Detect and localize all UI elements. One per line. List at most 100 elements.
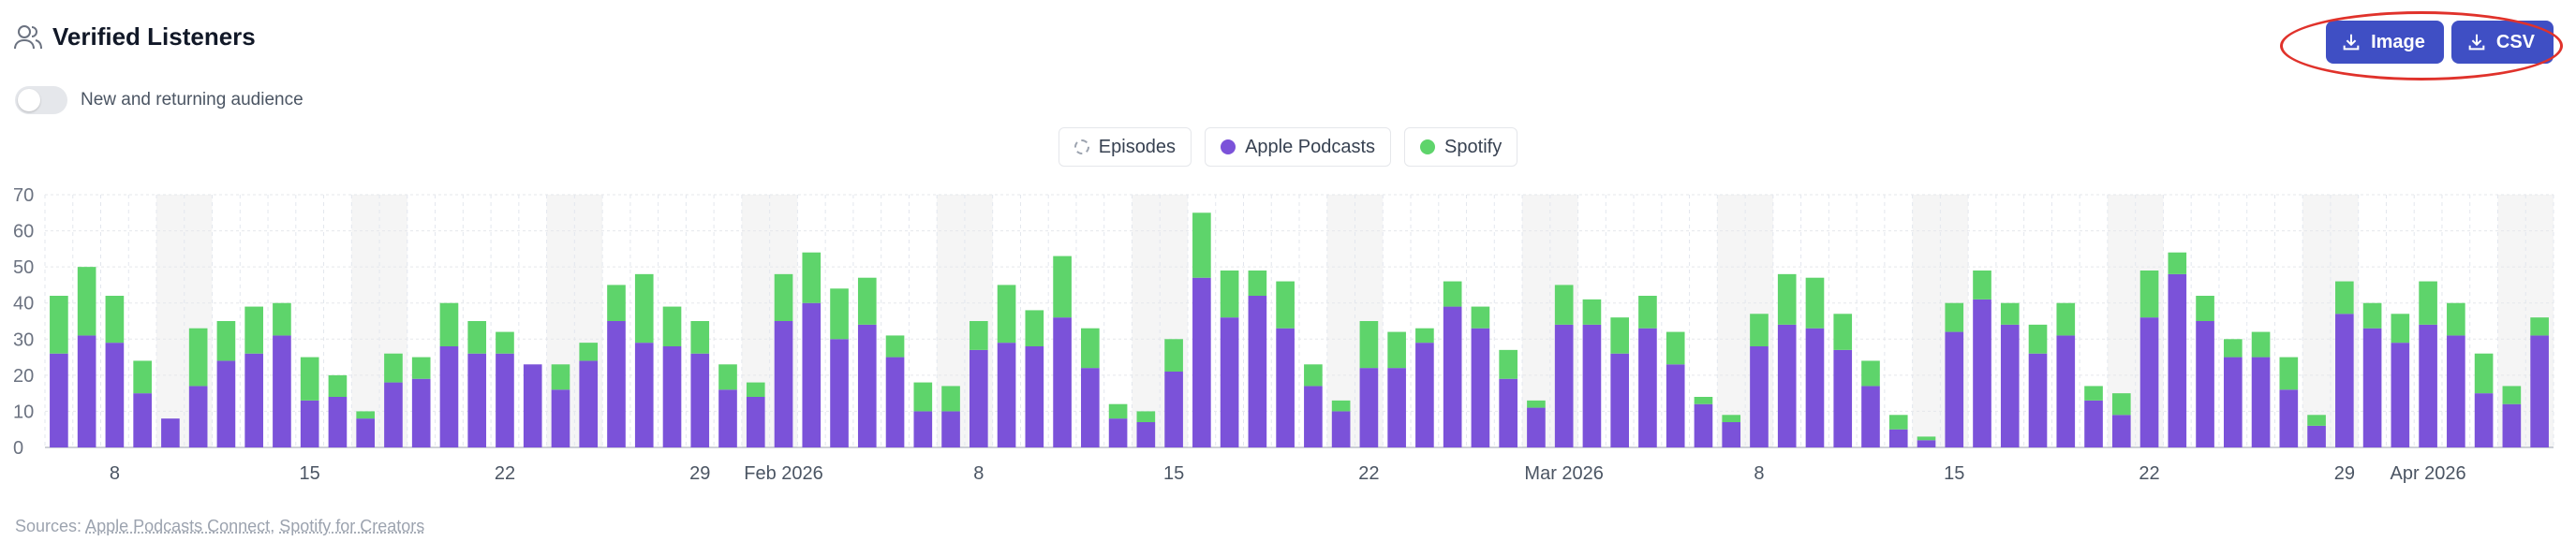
bar-apple-podcasts[interactable] — [607, 321, 626, 447]
bar-spotify[interactable] — [997, 285, 1016, 344]
source-link-apple-podcasts-connect[interactable]: Apple Podcasts Connect — [85, 517, 271, 535]
bar-spotify[interactable] — [273, 302, 291, 336]
bar-apple-podcasts[interactable] — [2168, 273, 2187, 447]
bar-spotify[interactable] — [1694, 397, 1713, 404]
bar-spotify[interactable] — [77, 267, 96, 336]
bar-apple-podcasts[interactable] — [244, 353, 263, 447]
bar-spotify[interactable] — [718, 364, 737, 390]
bar-apple-podcasts[interactable] — [1917, 440, 1936, 447]
bar-apple-podcasts[interactable] — [1276, 328, 1295, 447]
bar-spotify[interactable] — [1833, 314, 1853, 350]
bar-apple-podcasts[interactable] — [1638, 328, 1657, 447]
legend-item-apple-podcasts[interactable]: Apple Podcasts — [1205, 127, 1392, 167]
bar-apple-podcasts[interactable] — [1443, 306, 1462, 447]
bar-spotify[interactable] — [2000, 302, 2020, 325]
bar-apple-podcasts[interactable] — [273, 335, 291, 447]
bar-spotify[interactable] — [2251, 331, 2271, 358]
bar-spotify[interactable] — [1861, 360, 1880, 387]
bar-spotify[interactable] — [2530, 317, 2549, 336]
bar-apple-podcasts[interactable] — [1025, 346, 1044, 447]
bar-apple-podcasts[interactable] — [2279, 389, 2299, 447]
bar-spotify[interactable] — [1025, 310, 1044, 346]
bar-apple-podcasts[interactable] — [1471, 328, 1490, 447]
bar-apple-podcasts[interactable] — [1053, 317, 1072, 447]
bar-apple-podcasts[interactable] — [1164, 372, 1183, 447]
bar-spotify[interactable] — [1387, 331, 1406, 369]
bar-spotify[interactable] — [1554, 285, 1574, 325]
source-link-spotify-for-creators[interactable]: Spotify for Creators — [279, 517, 425, 535]
bar-apple-podcasts[interactable] — [1777, 324, 1797, 447]
bar-spotify[interactable] — [2084, 386, 2103, 401]
bar-apple-podcasts[interactable] — [2391, 343, 2410, 447]
bar-spotify[interactable] — [1443, 281, 1462, 307]
bar-spotify[interactable] — [1527, 400, 1546, 408]
bar-apple-podcasts[interactable] — [467, 353, 487, 447]
bar-apple-podcasts[interactable] — [941, 411, 960, 447]
bar-spotify[interactable] — [356, 411, 376, 419]
bar-spotify[interactable] — [1220, 271, 1239, 318]
bar-apple-podcasts[interactable] — [1973, 299, 1991, 447]
bar-spotify[interactable] — [1415, 328, 1434, 344]
bar-spotify[interactable] — [1499, 349, 1517, 379]
bar-spotify[interactable] — [2474, 353, 2494, 394]
bar-apple-podcasts[interactable] — [300, 400, 319, 447]
bar-spotify[interactable] — [2279, 357, 2299, 390]
bar-spotify[interactable] — [885, 335, 905, 358]
bar-spotify[interactable] — [244, 306, 263, 354]
bar-apple-podcasts[interactable] — [2362, 328, 2382, 447]
bar-spotify[interactable] — [2168, 252, 2187, 274]
download-image-button[interactable]: Image — [2326, 21, 2444, 64]
bar-spotify[interactable] — [1777, 273, 1797, 325]
bar-spotify[interactable] — [328, 374, 348, 397]
bar-apple-podcasts[interactable] — [579, 360, 599, 447]
bar-apple-podcasts[interactable] — [161, 418, 180, 447]
bar-spotify[interactable] — [662, 306, 682, 346]
bar-apple-podcasts[interactable] — [1136, 422, 1156, 447]
bar-apple-podcasts[interactable] — [718, 389, 737, 447]
bar-apple-podcasts[interactable] — [2056, 335, 2076, 447]
bar-spotify[interactable] — [1917, 436, 1936, 441]
bar-apple-podcasts[interactable] — [105, 343, 125, 447]
bar-spotify[interactable] — [1108, 403, 1128, 419]
bar-spotify[interactable] — [551, 364, 570, 390]
bar-apple-podcasts[interactable] — [1722, 422, 1741, 447]
bar-apple-podcasts[interactable] — [1861, 386, 1880, 447]
bar-apple-podcasts[interactable] — [216, 360, 236, 447]
bar-spotify[interactable] — [2447, 302, 2465, 336]
bar-spotify[interactable] — [2362, 302, 2382, 329]
legend-item-spotify[interactable]: Spotify — [1404, 127, 1518, 167]
bar-spotify[interactable] — [774, 273, 793, 321]
bar-apple-podcasts[interactable] — [913, 411, 933, 447]
bar-spotify[interactable] — [2502, 386, 2522, 404]
bar-apple-podcasts[interactable] — [830, 339, 849, 447]
bar-apple-podcasts[interactable] — [2084, 400, 2103, 447]
bar-apple-podcasts[interactable] — [1248, 296, 1267, 447]
bar-apple-podcasts[interactable] — [2530, 335, 2549, 447]
bar-apple-podcasts[interactable] — [439, 346, 459, 447]
bar-spotify[interactable] — [188, 328, 208, 387]
bar-apple-podcasts[interactable] — [2223, 357, 2243, 447]
bar-apple-podcasts[interactable] — [2139, 317, 2159, 447]
bar-apple-podcasts[interactable] — [1331, 411, 1351, 447]
bar-spotify[interactable] — [1192, 212, 1211, 278]
bar-spotify[interactable] — [857, 277, 877, 325]
bar-apple-podcasts[interactable] — [1694, 403, 1713, 447]
bar-spotify[interactable] — [2391, 314, 2410, 344]
bar-spotify[interactable] — [411, 357, 431, 379]
bar-spotify[interactable] — [1750, 314, 1769, 346]
bar-spotify[interactable] — [2335, 281, 2354, 315]
bar-apple-podcasts[interactable] — [384, 382, 403, 447]
audience-toggle[interactable] — [15, 86, 67, 114]
bar-apple-podcasts[interactable] — [2000, 324, 2020, 447]
bar-apple-podcasts[interactable] — [50, 353, 68, 447]
bar-spotify[interactable] — [1973, 271, 1991, 300]
bar-spotify[interactable] — [1471, 306, 1490, 329]
bar-spotify[interactable] — [969, 321, 988, 350]
bar-spotify[interactable] — [1164, 339, 1183, 372]
bar-spotify[interactable] — [1638, 296, 1657, 329]
bar-spotify[interactable] — [1248, 271, 1267, 296]
bar-apple-podcasts[interactable] — [2335, 314, 2354, 447]
bar-apple-podcasts[interactable] — [1387, 368, 1406, 447]
bar-apple-podcasts[interactable] — [1945, 331, 1964, 447]
bar-apple-podcasts[interactable] — [1415, 343, 1434, 447]
